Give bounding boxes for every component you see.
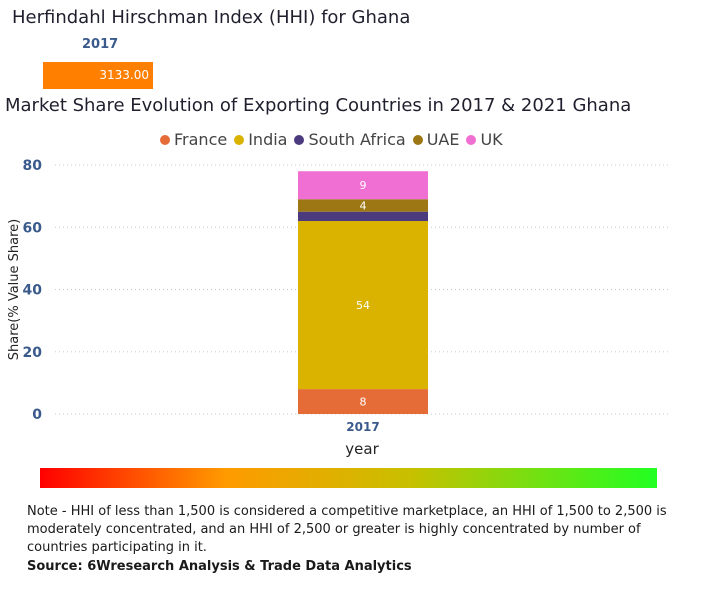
bar-segment-uk	[298, 171, 428, 200]
bar-segment-india	[298, 221, 428, 390]
legend-dot-india	[234, 134, 245, 145]
data-label-uk: 9	[360, 179, 367, 192]
legend-dot-uk	[466, 134, 477, 145]
y-tick-label-0: 0	[32, 407, 42, 423]
legend-dot-france	[160, 134, 170, 145]
legend-dot-south-africa	[294, 134, 305, 145]
y-tick-label-80: 80	[23, 158, 43, 174]
hhi-year-label: 2017	[82, 37, 119, 52]
hhi-note: Note - HHI of less than 1,500 is conside…	[27, 504, 667, 555]
source-credit: Source: 6Wresearch Analysis & Trade Data…	[27, 559, 412, 574]
y-tick-label-60: 60	[23, 220, 43, 236]
legend-label-uk: UK	[480, 130, 503, 149]
y-tick-label-40: 40	[23, 283, 43, 299]
bar-segment-uae	[298, 199, 428, 212]
legend-label-south-africa: South Africa	[308, 130, 406, 149]
legend-label-france: France	[174, 130, 228, 149]
legend-item-india[interactable]: India	[234, 130, 287, 149]
legend-dot-uae	[412, 134, 423, 145]
legend-item-uae[interactable]: UAE	[412, 130, 460, 149]
legend-item-france[interactable]: France	[160, 130, 227, 149]
bar-segment-south-africa	[298, 211, 428, 222]
legend-item-south-africa[interactable]: South Africa	[294, 130, 406, 149]
hhi-color-scale	[40, 468, 657, 488]
x-tick-label-2017: 2017	[346, 420, 379, 434]
legend-label-india: India	[248, 130, 288, 149]
legend-label-uae: UAE	[426, 130, 460, 149]
stacked-bar-chart: 0 20 40 60 80 Share(% Value Share) 8 54 4 9 2017 ye…	[7, 158, 668, 458]
data-label-uae: 4	[360, 199, 367, 212]
legend-item-uk[interactable]: UK	[466, 130, 503, 149]
chart-title: Market Share Evolution of Exporting Coun…	[5, 95, 632, 116]
hhi-value-bar[interactable]: 3133.00	[43, 62, 153, 89]
chart-legend: France India South Africa UAE UK	[160, 130, 510, 149]
data-label-india: 54	[356, 299, 370, 312]
hhi-title: Herfindahl Hirschman Index (HHI) for Gha…	[12, 7, 411, 28]
y-axis-label: Share(% Value Share)	[7, 219, 22, 361]
bar-segment-france	[298, 389, 428, 414]
x-axis-label: year	[345, 440, 379, 458]
y-tick-label-20: 20	[23, 345, 43, 361]
data-label-france: 8	[360, 396, 367, 409]
